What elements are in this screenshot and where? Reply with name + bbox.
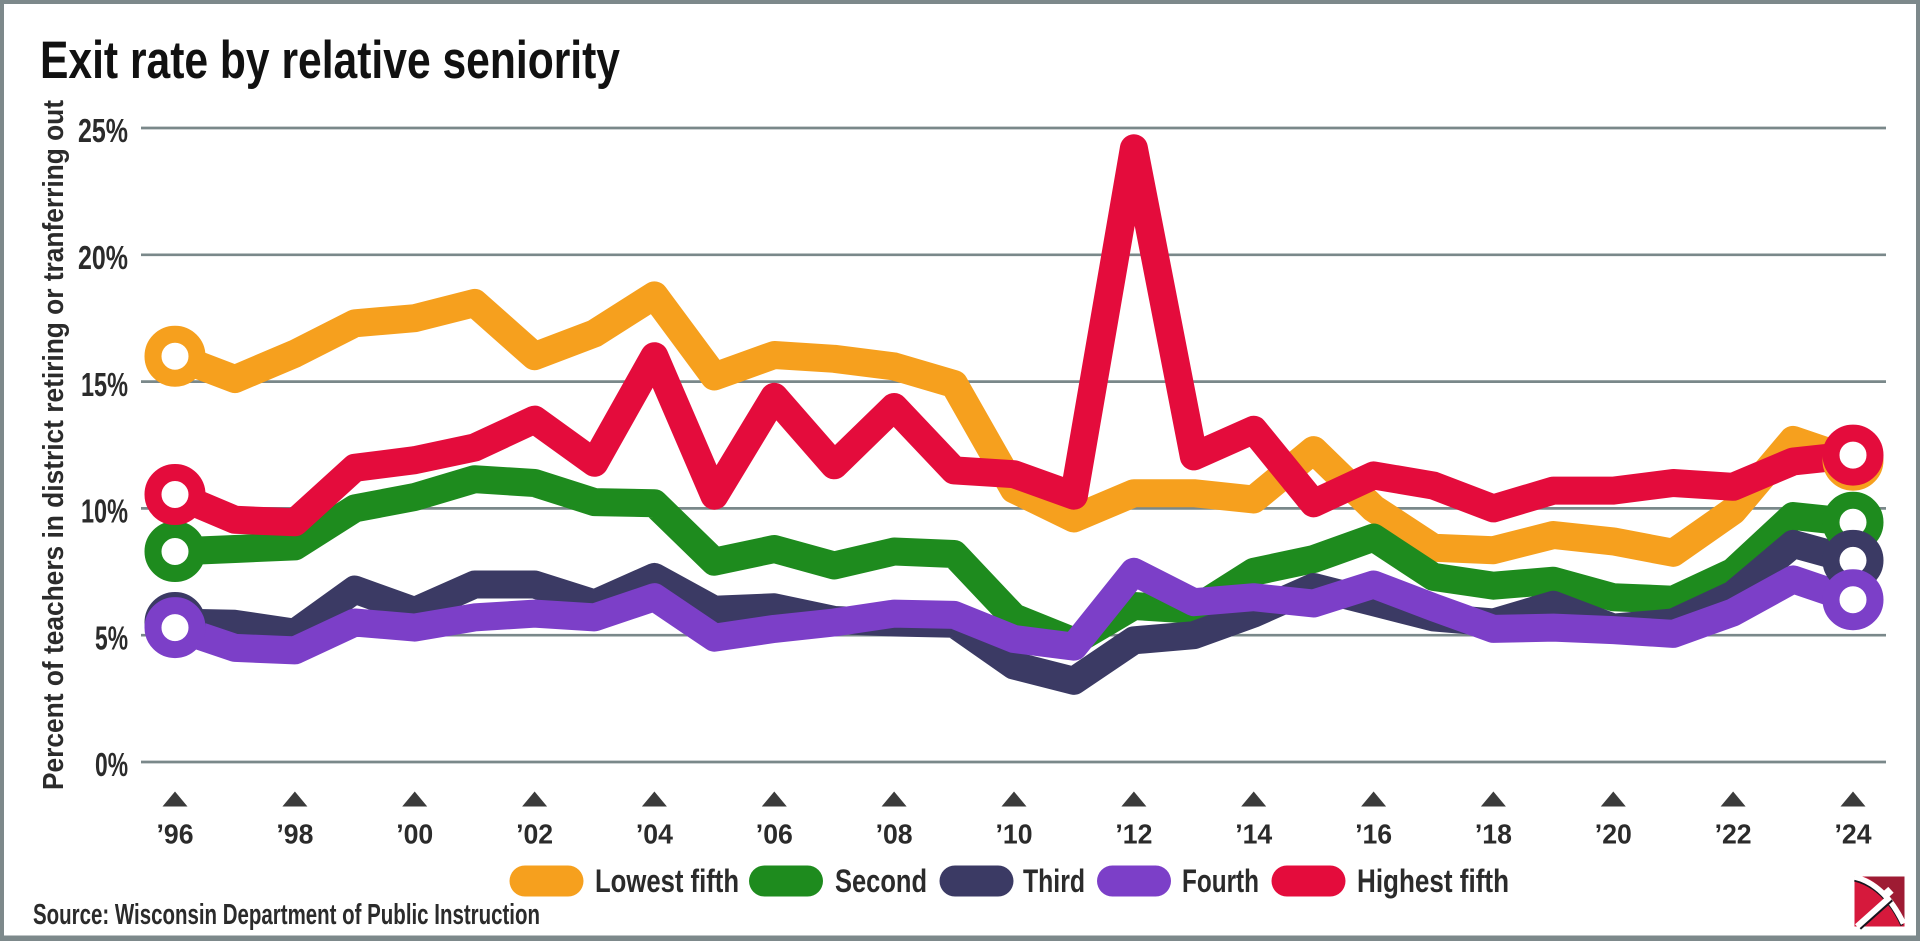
svg-text:’18: ’18 bbox=[1475, 819, 1512, 850]
svg-text:Third: Third bbox=[1023, 863, 1085, 899]
svg-text:’06: ’06 bbox=[756, 819, 793, 850]
svg-text:’02: ’02 bbox=[516, 819, 553, 850]
svg-text:20%: 20% bbox=[78, 239, 128, 276]
svg-text:10%: 10% bbox=[81, 493, 128, 530]
svg-text:Exit rate by relative seniorit: Exit rate by relative seniority bbox=[40, 31, 620, 90]
svg-text:Lowest fifth: Lowest fifth bbox=[595, 863, 739, 899]
svg-text:0%: 0% bbox=[95, 746, 128, 783]
svg-text:’04: ’04 bbox=[636, 819, 673, 850]
svg-text:’96: ’96 bbox=[157, 819, 194, 850]
svg-text:’22: ’22 bbox=[1715, 819, 1752, 850]
svg-text:Highest fifth: Highest fifth bbox=[1357, 863, 1509, 899]
svg-text:’24: ’24 bbox=[1835, 819, 1872, 850]
svg-text:’98: ’98 bbox=[276, 819, 313, 850]
svg-text:’10: ’10 bbox=[996, 819, 1033, 850]
svg-text:’12: ’12 bbox=[1115, 819, 1152, 850]
svg-text:5%: 5% bbox=[95, 619, 128, 656]
svg-text:25%: 25% bbox=[78, 112, 128, 149]
svg-text:’20: ’20 bbox=[1595, 819, 1632, 850]
svg-text:Second: Second bbox=[835, 863, 927, 899]
svg-text:’08: ’08 bbox=[876, 819, 913, 850]
svg-text:Source: Wisconsin Department o: Source: Wisconsin Department of Public I… bbox=[33, 899, 540, 931]
svg-text:Fourth: Fourth bbox=[1182, 863, 1259, 899]
svg-text:’00: ’00 bbox=[396, 819, 433, 850]
svg-text:Percent of teachers in distric: Percent of teachers in district retiring… bbox=[38, 100, 70, 790]
svg-text:’14: ’14 bbox=[1235, 819, 1272, 850]
svg-text:15%: 15% bbox=[81, 366, 128, 403]
svg-text:’16: ’16 bbox=[1355, 819, 1392, 850]
